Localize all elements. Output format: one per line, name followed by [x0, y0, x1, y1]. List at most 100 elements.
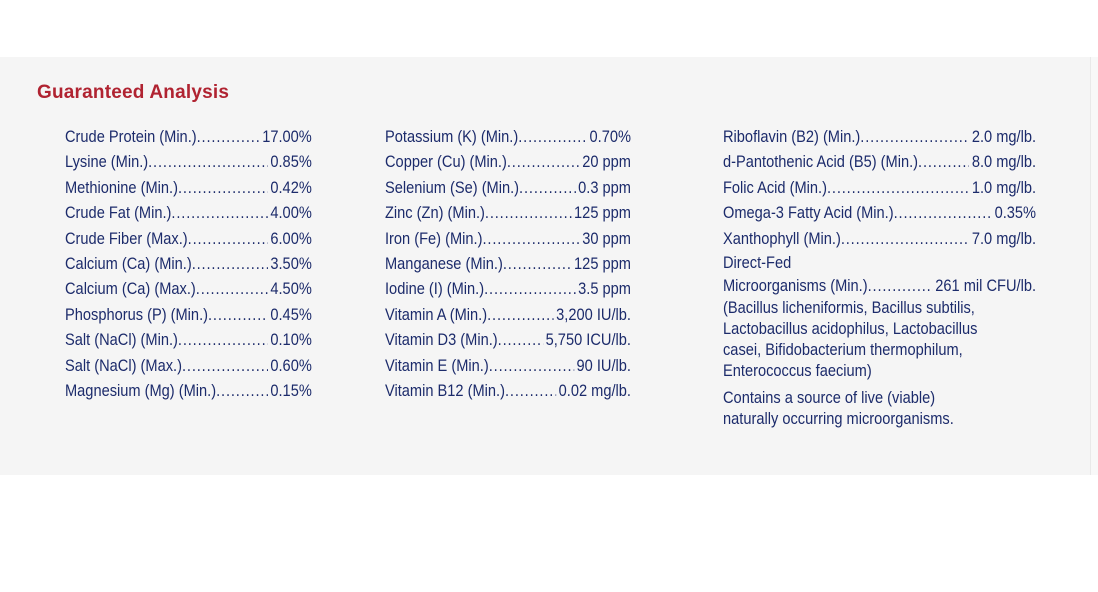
dot-leader: [485, 200, 572, 225]
analysis-row: Xanthophyll (Min.) 7.0 mg/lb.: [723, 226, 1036, 251]
nutrient-value: 4.00%: [270, 203, 312, 223]
nutrient-label: Salt (NaCl) (Min.): [65, 330, 178, 350]
panel-right-strip: [1091, 57, 1098, 475]
analysis-row: Crude Fat (Min.) 4.00%: [65, 200, 312, 225]
nutrient-label: Selenium (Se) (Min.): [385, 177, 520, 197]
analysis-row: Lysine (Min.) 0.85%: [65, 149, 312, 174]
nutrient-value: 17.00%: [262, 127, 312, 146]
analysis-row: Selenium (Se) (Min.) 0.3 ppm: [385, 175, 631, 200]
analysis-row: Crude Fiber (Max.) 6.00%: [65, 226, 312, 251]
analysis-row: Potassium (K) (Min.) 0.70%: [385, 124, 631, 149]
analysis-column-2: Potassium (K) (Min.) 0.70% Copper (Cu) (M…: [385, 124, 671, 403]
section-title: Guaranteed Analysis: [37, 82, 230, 103]
nutrient-value: 2.0 mg/lb.: [971, 127, 1037, 146]
nutrient-label: Calcium (Ca) (Min.): [65, 254, 192, 274]
nutrient-value: 0.10%: [270, 330, 312, 350]
nutrient-value: 0.15%: [270, 381, 312, 401]
dot-leader: [171, 200, 267, 225]
nutrient-value: 20 ppm: [582, 152, 631, 172]
nutrient-value: 261 mil CFU/lb.: [935, 276, 1037, 296]
analysis-row: Calcium (Ca) (Min.) 3.50%: [65, 251, 312, 276]
nutrient-label: Salt (NaCl) (Max.): [65, 355, 182, 375]
analysis-row: Vitamin B12 (Min.) 0.02 mg/lb.: [385, 378, 631, 403]
nutrient-value: 30 ppm: [582, 228, 631, 248]
dot-leader: [894, 200, 992, 225]
dot-leader: [196, 276, 268, 301]
live-microorganisms-note: Contains a source of live (viable) natur…: [723, 388, 954, 429]
analysis-row: Zinc (Zn) (Min.) 125 ppm: [385, 200, 631, 225]
nutrient-label: Methionine (Min.): [65, 177, 178, 197]
nutrient-label: Potassium (K) (Min.): [385, 127, 519, 146]
dot-leader: [484, 276, 575, 301]
dot-leader: [507, 149, 580, 174]
dot-leader: [519, 175, 575, 200]
nutrient-value: 1.0 mg/lb.: [971, 177, 1037, 197]
analysis-row: Iron (Fe) (Min.) 30 ppm: [385, 226, 631, 251]
dot-leader: [178, 327, 268, 352]
dot-leader: [487, 302, 553, 327]
dot-leader: [182, 353, 268, 378]
nutrient-label: Zinc (Zn) (Min.): [385, 203, 485, 223]
analysis-row: Magnesium (Mg) (Min.) 0.15%: [65, 378, 312, 403]
nutrient-value: 3.5 ppm: [578, 279, 631, 299]
analysis-row: Folic Acid (Min.) 1.0 mg/lb.: [723, 175, 1036, 200]
dot-leader: [197, 124, 260, 149]
nutrient-value: 3.50%: [270, 254, 312, 274]
nutrient-label: Xanthophyll (Min.): [723, 228, 841, 248]
nutrient-value: 90 IU/lb.: [576, 355, 631, 375]
nutrient-value: 0.02 mg/lb.: [558, 381, 631, 401]
analysis-row: Omega-3 Fatty Acid (Min.) 0.35%: [723, 200, 1036, 225]
nutrient-label: Iodine (I) (Min.): [385, 279, 485, 299]
nutrient-label: Crude Fiber (Max.): [65, 228, 188, 248]
dot-leader: [918, 149, 969, 174]
nutrient-value: 0.70%: [589, 127, 631, 146]
nutrient-value: 0.35%: [994, 203, 1037, 223]
dot-leader: [498, 327, 543, 352]
analysis-row: Vitamin A (Min.) 3,200 IU/lb.: [385, 302, 631, 327]
nutrient-label: Omega-3 Fatty Acid (Min.): [723, 203, 894, 223]
dot-leader: [148, 149, 268, 174]
nutrient-value: 0.45%: [270, 304, 312, 324]
nutrient-value: 3,200 IU/lb.: [556, 304, 631, 324]
dot-leader: [868, 274, 933, 297]
nutrient-label: Folic Acid (Min.): [723, 177, 827, 197]
nutrient-label: Manganese (Min.): [385, 254, 503, 274]
dot-leader: [827, 175, 969, 200]
analysis-row: Manganese (Min.) 125 ppm: [385, 251, 631, 276]
nutrient-label: Vitamin B12 (Min.): [385, 381, 505, 401]
nutrient-label: Microorganisms (Min.): [723, 276, 868, 296]
direct-fed-prefix: Direct-Fed: [723, 253, 792, 273]
nutrient-label: Magnesium (Mg) (Min.): [65, 381, 217, 401]
analysis-row: Crude Protein (Min.) 17.00%: [65, 124, 312, 149]
dot-leader: [860, 124, 969, 149]
analysis-row: Iodine (I) (Min.) 3.5 ppm: [385, 276, 631, 301]
nutrient-value: 125 ppm: [574, 254, 631, 274]
nutrient-value: 8.0 mg/lb.: [971, 152, 1037, 172]
dot-leader: [208, 302, 268, 327]
nutrient-value: 0.85%: [270, 152, 312, 172]
nutrient-value: 125 ppm: [574, 203, 631, 223]
dot-leader: [192, 251, 268, 276]
analysis-row: Phosphorus (P) (Min.) 0.45%: [65, 302, 312, 327]
nutrient-value: 6.00%: [270, 228, 312, 248]
analysis-column-3: Riboflavin (B2) (Min.) 2.0 mg/lb. d-Panto…: [723, 124, 1087, 429]
analysis-row: Riboflavin (B2) (Min.) 2.0 mg/lb.: [723, 124, 1036, 149]
nutrient-value: 0.42%: [270, 177, 312, 197]
nutrient-value: 0.60%: [270, 355, 312, 375]
nutrient-label: d-Pantothenic Acid (B5) (Min.): [723, 152, 919, 172]
nutrient-label: Vitamin A (Min.): [385, 304, 488, 324]
analysis-row: Copper (Cu) (Min.) 20 ppm: [385, 149, 631, 174]
nutrient-value: 0.3 ppm: [578, 177, 631, 197]
nutrient-label: Vitamin D3 (Min.): [385, 330, 498, 350]
nutrient-value: 5,750 ICU/lb.: [545, 330, 631, 350]
analysis-row: d-Pantothenic Acid (B5) (Min.) 8.0 mg/lb.: [723, 149, 1036, 174]
analysis-row: Microorganisms (Min.) 261 mil CFU/lb.: [723, 274, 1036, 297]
analysis-row: Vitamin D3 (Min.) 5,750 ICU/lb.: [385, 327, 631, 352]
nutrient-label: Lysine (Min.): [65, 152, 149, 172]
dot-leader: [178, 175, 268, 200]
nutrient-label: Copper (Cu) (Min.): [385, 152, 507, 172]
dot-leader: [489, 353, 574, 378]
analysis-row: Calcium (Ca) (Max.) 4.50%: [65, 276, 312, 301]
analysis-column-1: Crude Protein (Min.) 17.00% Lysine (Min.)…: [65, 124, 352, 403]
